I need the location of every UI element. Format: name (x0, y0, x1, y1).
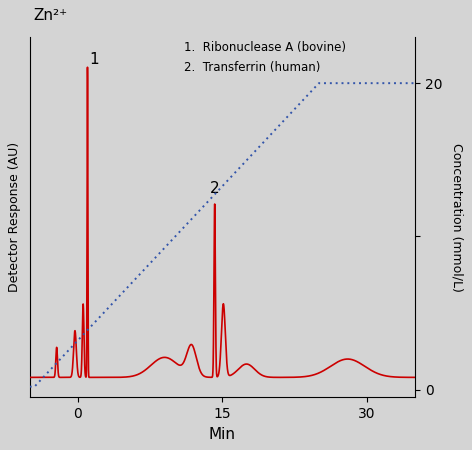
Text: 1.  Ribonuclease A (bovine)
2.  Transferrin (human): 1. Ribonuclease A (bovine) 2. Transferri… (184, 41, 346, 74)
Text: Zn²⁺: Zn²⁺ (34, 8, 67, 23)
X-axis label: Min: Min (209, 427, 236, 441)
Text: 1: 1 (89, 52, 99, 67)
Text: 2: 2 (210, 181, 219, 196)
Y-axis label: Concentration (mmol/L): Concentration (mmol/L) (451, 143, 464, 292)
Y-axis label: Detector Response (AU): Detector Response (AU) (8, 142, 21, 292)
